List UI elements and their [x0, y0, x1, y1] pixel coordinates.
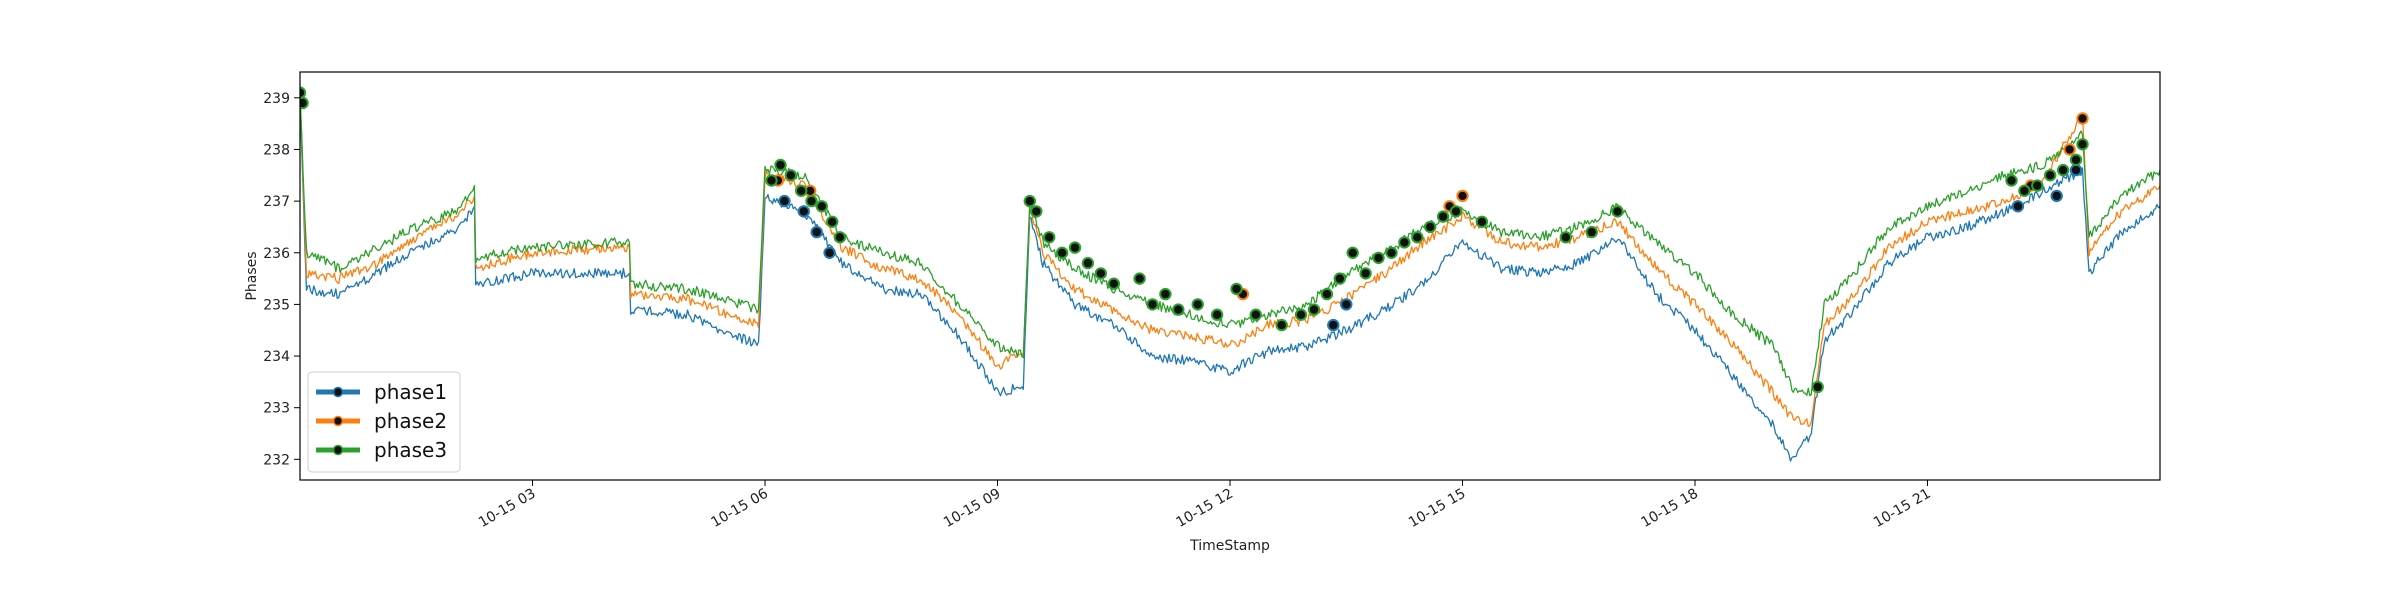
y-tick-label-238: 238	[263, 142, 290, 158]
marker-phase1-0	[778, 194, 791, 208]
marker-phase2-6	[2063, 143, 2076, 156]
marker-phase3-31	[1346, 246, 1359, 260]
marker-phase3-40	[1475, 215, 1489, 229]
marker-phase3-6	[805, 194, 818, 208]
marker-phase3-10	[1023, 194, 1037, 208]
marker-phase3-0	[300, 86, 307, 99]
marker-phase3-3	[774, 158, 787, 172]
marker-phase3-36	[1411, 231, 1424, 244]
marker-phase3-4	[784, 169, 797, 182]
legend-marker-phase2	[332, 415, 344, 427]
marker-phase3-33	[1372, 251, 1385, 265]
marker-phase3-28	[1307, 303, 1321, 316]
legend-label-phase2: phase2	[374, 409, 447, 433]
legend-marker-phase3	[332, 444, 344, 456]
marker-phase3-20	[1159, 287, 1172, 301]
x-axis-title: TimeStamp	[1189, 538, 1270, 554]
legend: phase1 phase2 phase3	[307, 371, 461, 473]
marker-phase3-21	[1172, 303, 1185, 316]
marker-phase3-25	[1249, 308, 1263, 321]
marker-phase3-15	[1081, 256, 1095, 270]
plot-area	[300, 86, 2160, 462]
y-tick-label-237: 237	[263, 194, 290, 210]
marker-phase3-9	[833, 231, 847, 244]
marker-phase3-37	[1424, 220, 1437, 234]
marker-phase3-22	[1191, 298, 1204, 311]
marker-phase3-47	[2031, 179, 2044, 192]
marker-phase3-13	[1055, 246, 1069, 260]
marker-phase3-48	[2044, 169, 2057, 182]
marker-phase3-26	[1275, 318, 1288, 332]
marker-phase3-8	[826, 215, 839, 229]
marker-phase3-50	[2069, 153, 2083, 167]
marker-phase3-19	[1146, 298, 1159, 311]
y-tick-label-235: 235	[263, 297, 290, 313]
legend-box	[307, 371, 461, 473]
marker-phase1-4	[1327, 318, 1340, 332]
series-line-phase3	[300, 94, 2160, 397]
marker-phase1-1	[797, 205, 810, 218]
marker-phase3-35	[1398, 236, 1411, 249]
marker-phase3-24	[1230, 282, 1243, 296]
marker-phase3-11	[1030, 205, 1043, 218]
y-tick-label-234: 234	[263, 349, 290, 365]
legend-label-phase1: phase1	[374, 380, 447, 404]
y-tick-label-239: 239	[263, 91, 290, 107]
marker-phase3-32	[1359, 267, 1372, 280]
marker-phase3-43	[1611, 205, 1624, 218]
y-axis: 232 233 234 235 236 237 238 239	[263, 91, 300, 468]
marker-phase3-17	[1107, 277, 1121, 290]
marker-phase3-45	[2005, 174, 2018, 187]
marker-phase3-41	[1559, 231, 1573, 244]
marker-phase3-44	[1811, 380, 1824, 394]
marker-phase1-5	[1340, 298, 1353, 311]
marker-phase3-49	[2056, 163, 2070, 177]
marker-phase3-29	[1320, 287, 1334, 301]
series-line-phase2	[300, 95, 2160, 428]
marker-phase1-3	[823, 246, 836, 260]
marker-phase3-14	[1068, 241, 1082, 254]
marker-phase3-51	[2076, 138, 2089, 151]
marker-phase3-39	[1449, 205, 1463, 218]
marker-phase3-30	[1333, 272, 1347, 285]
marker-phase1-6	[2011, 200, 2025, 213]
marker-phase1-8	[2069, 163, 2083, 177]
marker-phase3-46	[2018, 184, 2031, 198]
y-tick-label-232: 232	[263, 452, 290, 468]
legend-marker-phase1	[332, 386, 344, 398]
marker-phase2-7	[2076, 112, 2089, 125]
marker-phase3-7	[815, 200, 828, 213]
marker-phase3-38	[1436, 210, 1450, 223]
marker-phase1-2	[810, 225, 823, 239]
marker-phase3-12	[1043, 231, 1056, 244]
marker-phase3-2	[765, 174, 778, 187]
marker-phase3-18	[1133, 272, 1146, 285]
marker-phase2-4	[1456, 189, 1469, 203]
marker-phase1-7	[2050, 189, 2063, 203]
y-tick-label-233: 233	[263, 401, 290, 417]
marker-phase3-42	[1585, 225, 1598, 239]
marker-phase3-27	[1294, 308, 1308, 321]
y-axis-title: Phases	[244, 251, 260, 300]
marker-phase3-34	[1385, 246, 1398, 260]
series-line-phase1	[300, 106, 2160, 462]
legend-label-phase3: phase3	[374, 438, 447, 462]
marker-phase3-5	[795, 184, 808, 198]
marker-phase3-1	[300, 96, 309, 110]
marker-phase3-16	[1094, 267, 1108, 280]
marker-phase3-23	[1210, 308, 1224, 321]
y-tick-label-236: 236	[263, 246, 290, 262]
